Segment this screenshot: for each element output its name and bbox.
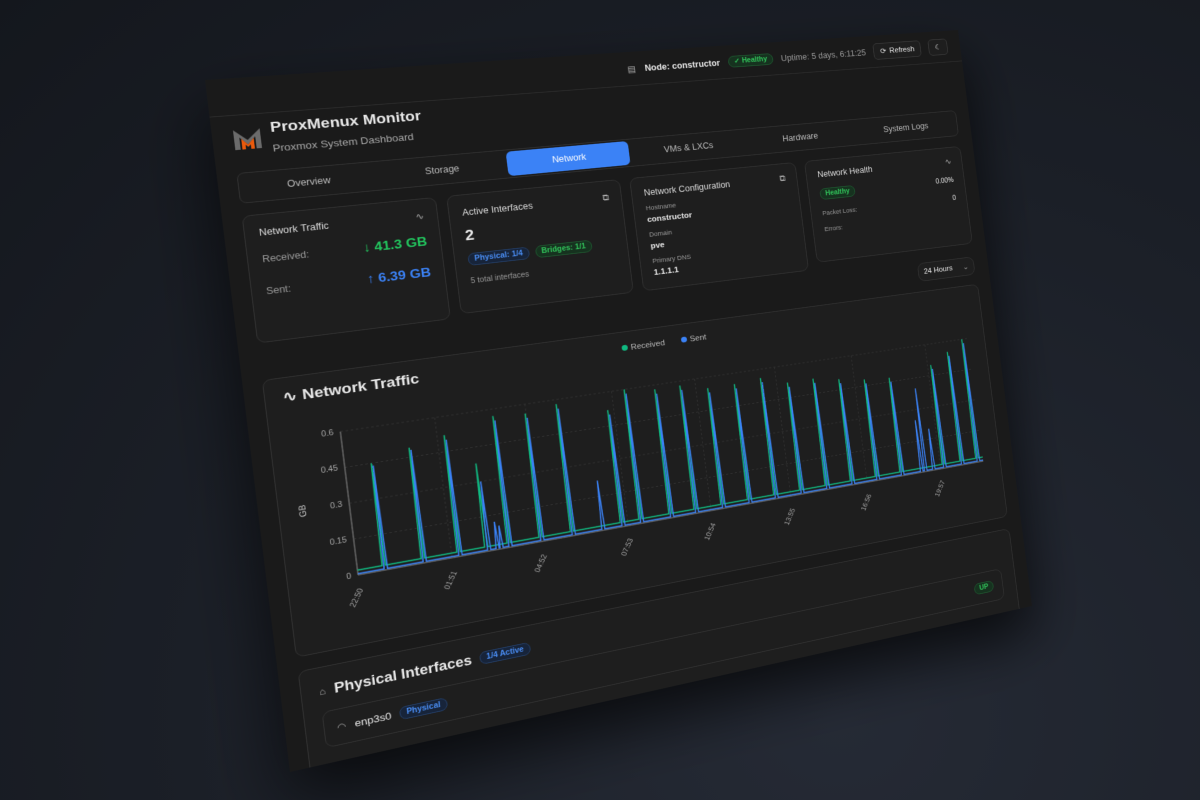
moon-icon: ☾ — [934, 43, 942, 52]
network-traffic-chart-card: ∿ Network Traffic 0 0.15 0.3 0.45 0.6 22:50 01:… — [261, 283, 1008, 658]
x-tick-label: 04:52 — [532, 553, 548, 573]
x-tick-label: 01:51 — [442, 570, 459, 591]
router-icon: ⌂ — [318, 685, 327, 698]
theme-toggle-button[interactable]: ☾ — [927, 38, 949, 56]
status-badge: ✓ Healthy — [727, 53, 774, 68]
x-tick-label: 07:53 — [619, 537, 635, 557]
node-label: Node: constructor — [644, 57, 721, 73]
refresh-button[interactable]: ⟳ Refresh — [872, 40, 922, 60]
tab-network[interactable]: Network — [505, 141, 631, 177]
legend-received-label: Received — [630, 339, 665, 353]
sent-label: Sent: — [265, 283, 292, 297]
y-tick-label: 0.15 — [329, 535, 347, 547]
grid-line — [925, 345, 941, 469]
uptime: Uptime: 5 days, 6:11:25 — [780, 47, 867, 63]
network-icon: ⧉ — [778, 173, 786, 184]
grid-line — [851, 356, 867, 483]
activity-icon: ∿ — [944, 156, 952, 167]
x-tick-label: 19:57 — [933, 479, 946, 497]
packet-loss-value: 0.00% — [935, 176, 955, 186]
dashboard-window: ▤ Node: constructor ✓ Healthy Uptime: 5 … — [205, 30, 1032, 772]
interface-type-badge: Physical — [398, 697, 448, 721]
legend-sent-swatch — [680, 336, 688, 343]
active-interfaces-card: Active Interfaces ⧉ 2 Physical: 1/4 Bridge… — [446, 179, 634, 315]
x-tick-label: 13:55 — [782, 507, 796, 526]
time-range-select[interactable]: 24 Hours ⌄ — [916, 256, 976, 282]
network-health-card: Network Health ∿ Healthy 0.00% Packet Loss… — [804, 146, 973, 263]
top-bar: ▤ Node: constructor ✓ Healthy Uptime: 5 … — [205, 30, 963, 118]
tab-vms-lxcs[interactable]: VMs & LXCs — [663, 140, 714, 155]
time-range-value: 24 Hours — [923, 264, 954, 276]
tab-system-logs[interactable]: System Logs — [882, 121, 929, 135]
interface-name: enp3s0 — [354, 709, 393, 730]
y-tick-label: 0.45 — [320, 464, 338, 475]
status-text: Healthy — [741, 55, 768, 65]
y-tick-label: 0 — [346, 571, 352, 581]
refresh-label: Refresh — [888, 44, 915, 55]
y-tick-label: 0.3 — [330, 500, 343, 511]
traffic-chart: 0 0.15 0.3 0.45 0.6 22:50 01:51 04:52 07:53 10:54… — [297, 333, 1007, 608]
server-icon: ▤ — [626, 63, 637, 74]
chevron-down-icon: ⌄ — [962, 262, 970, 272]
network-traffic-card: Network Traffic ∿ Received: ↓ 41.3 GB Sent… — [241, 197, 451, 344]
x-tick-label: 10:54 — [702, 522, 717, 542]
activity-icon: ∿ — [414, 210, 425, 222]
network-configuration-card: Network Configuration ⧉ Hostname construc… — [629, 162, 809, 292]
errors-value: 0 — [952, 194, 957, 203]
y-axis — [340, 432, 358, 575]
refresh-icon: ⟳ — [879, 47, 887, 56]
network-icon: ⧉ — [601, 192, 610, 203]
chart-legend: Received Sent — [621, 333, 707, 353]
y-axis-label: GB — [297, 504, 310, 518]
series-line-received — [340, 338, 982, 570]
legend-sent-label: Sent — [689, 333, 707, 344]
y-tick-label: 0.6 — [321, 428, 334, 439]
wifi-icon: ◠ — [336, 720, 347, 733]
interface-status-badge: UP — [973, 580, 995, 596]
x-tick-label: 16:56 — [859, 493, 873, 512]
grid-line — [340, 338, 967, 431]
legend-received-swatch — [621, 344, 629, 352]
x-tick-label: 22:50 — [347, 587, 365, 608]
active-count-badge: 1/4 Active — [479, 641, 531, 665]
node-info: ▤ Node: constructor ✓ Healthy Uptime: 5 … — [626, 38, 949, 78]
app-branding: ProxMenux Monitor Proxmox System Dashboa… — [230, 108, 424, 157]
proxmenux-logo-icon — [232, 127, 262, 150]
tab-overview[interactable]: Overview — [286, 174, 332, 190]
tab-hardware[interactable]: Hardware — [781, 130, 819, 144]
sent-value: ↑ 6.39 GB — [366, 265, 432, 287]
tab-storage[interactable]: Storage — [424, 163, 460, 177]
